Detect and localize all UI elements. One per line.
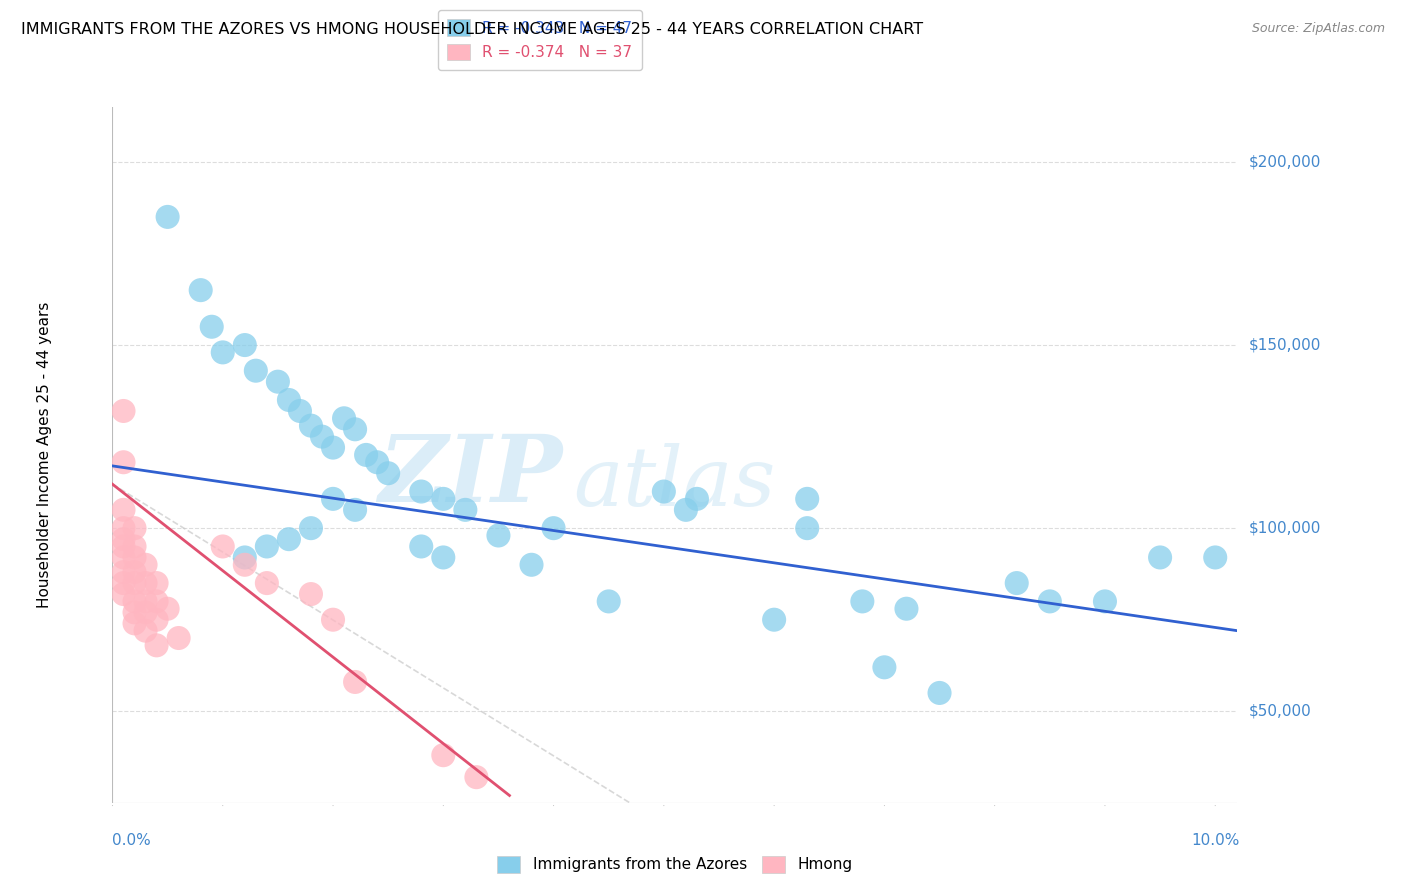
Point xyxy=(543,521,565,535)
Point xyxy=(112,540,135,554)
Point xyxy=(488,528,510,542)
Text: 10.0%: 10.0% xyxy=(1191,833,1240,848)
Point xyxy=(112,404,135,418)
Point xyxy=(454,503,477,517)
Point xyxy=(124,606,146,620)
Point xyxy=(873,660,896,674)
Point xyxy=(686,491,709,506)
Text: $100,000: $100,000 xyxy=(1249,521,1320,536)
Point xyxy=(366,455,388,469)
Point xyxy=(344,503,367,517)
Point xyxy=(233,558,256,572)
Point xyxy=(652,484,675,499)
Point xyxy=(112,503,135,517)
Point xyxy=(322,613,344,627)
Text: 0.0%: 0.0% xyxy=(112,833,152,848)
Point xyxy=(354,448,377,462)
Point xyxy=(256,540,278,554)
Point xyxy=(763,613,786,627)
Point xyxy=(322,491,344,506)
Point xyxy=(145,576,167,591)
Point xyxy=(465,770,488,784)
Point xyxy=(135,558,157,572)
Text: $200,000: $200,000 xyxy=(1249,154,1320,169)
Point xyxy=(112,550,135,565)
Point xyxy=(135,606,157,620)
Point xyxy=(156,601,179,615)
Point xyxy=(233,338,256,352)
Point xyxy=(211,540,233,554)
Point xyxy=(1149,550,1171,565)
Point xyxy=(1005,576,1028,591)
Point xyxy=(288,404,311,418)
Point xyxy=(432,748,454,763)
Point xyxy=(411,540,433,554)
Point xyxy=(135,594,157,608)
Text: IMMIGRANTS FROM THE AZORES VS HMONG HOUSEHOLDER INCOME AGES 25 - 44 YEARS CORREL: IMMIGRANTS FROM THE AZORES VS HMONG HOUS… xyxy=(21,22,924,37)
Point xyxy=(796,491,818,506)
Point xyxy=(928,686,950,700)
Point xyxy=(432,550,454,565)
Point xyxy=(145,594,167,608)
Text: Householder Income Ages 25 - 44 years: Householder Income Ages 25 - 44 years xyxy=(38,301,52,608)
Point xyxy=(145,613,167,627)
Point xyxy=(112,521,135,535)
Point xyxy=(520,558,543,572)
Legend: Immigrants from the Azores, Hmong: Immigrants from the Azores, Hmong xyxy=(491,850,859,879)
Point xyxy=(675,503,697,517)
Point xyxy=(245,364,267,378)
Point xyxy=(333,411,356,425)
Point xyxy=(135,624,157,638)
Point xyxy=(112,587,135,601)
Point xyxy=(277,532,299,546)
Point xyxy=(112,576,135,591)
Point xyxy=(598,594,620,608)
Point xyxy=(112,532,135,546)
Text: ZIP: ZIP xyxy=(378,431,562,521)
Point xyxy=(344,675,367,690)
Point xyxy=(233,550,256,565)
Point xyxy=(112,455,135,469)
Point xyxy=(344,422,367,436)
Point xyxy=(190,283,212,297)
Point xyxy=(211,345,233,359)
Point xyxy=(256,576,278,591)
Point xyxy=(277,392,299,407)
Point xyxy=(322,441,344,455)
Point xyxy=(124,550,146,565)
Point xyxy=(299,521,322,535)
Point xyxy=(112,565,135,579)
Point xyxy=(896,601,918,615)
Point xyxy=(267,375,290,389)
Point xyxy=(124,594,146,608)
Point xyxy=(135,576,157,591)
Point xyxy=(145,638,167,652)
Text: $150,000: $150,000 xyxy=(1249,337,1320,352)
Point xyxy=(1094,594,1116,608)
Point xyxy=(411,484,433,499)
Point xyxy=(124,540,146,554)
Point xyxy=(124,565,146,579)
Point xyxy=(124,521,146,535)
Point xyxy=(796,521,818,535)
Text: $50,000: $50,000 xyxy=(1249,704,1312,719)
Text: Source: ZipAtlas.com: Source: ZipAtlas.com xyxy=(1251,22,1385,36)
Point xyxy=(124,576,146,591)
Point xyxy=(1039,594,1062,608)
Point xyxy=(201,319,224,334)
Point xyxy=(299,418,322,433)
Text: atlas: atlas xyxy=(574,442,776,523)
Point xyxy=(156,210,179,224)
Point xyxy=(167,631,190,645)
Point xyxy=(299,587,322,601)
Point xyxy=(1204,550,1226,565)
Point xyxy=(851,594,873,608)
Point xyxy=(377,467,399,481)
Point xyxy=(432,491,454,506)
Point xyxy=(311,429,333,443)
Point xyxy=(124,616,146,631)
